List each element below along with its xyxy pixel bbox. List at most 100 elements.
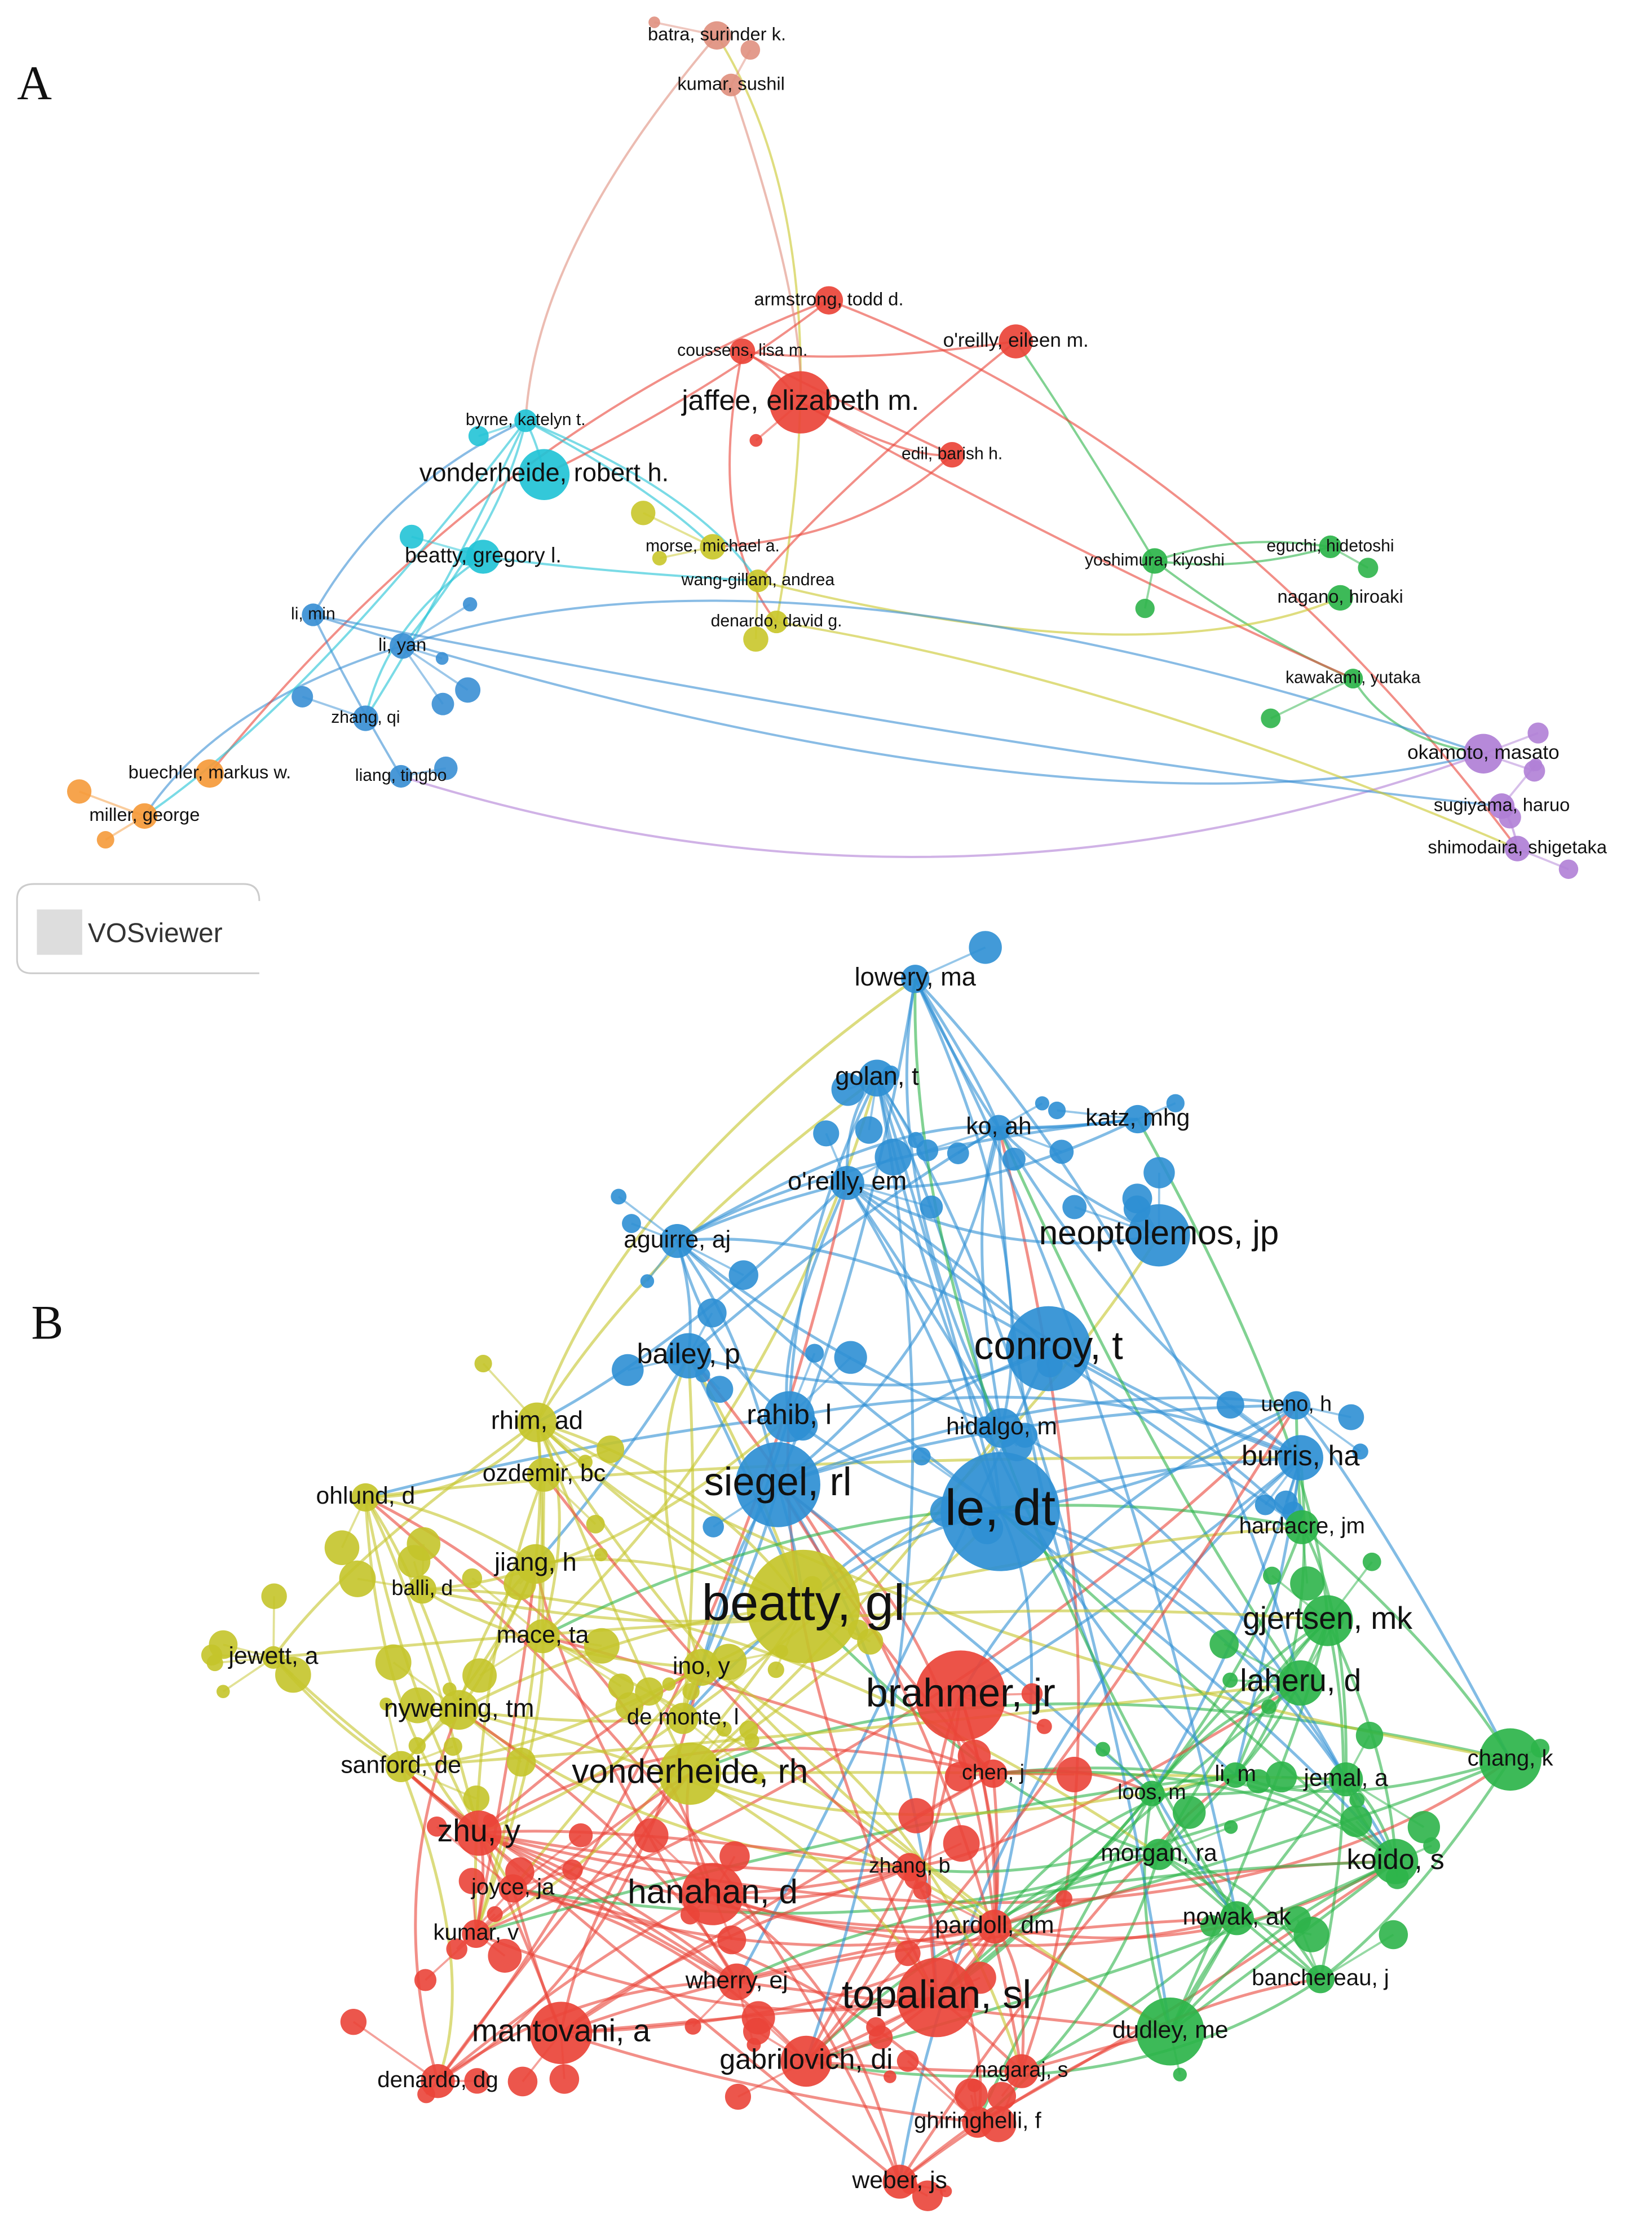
node [1172, 1796, 1206, 1829]
node [943, 1825, 980, 1862]
node-label: edil, barish h. [902, 445, 1002, 463]
edge [728, 351, 778, 623]
node [747, 569, 770, 593]
node-label: shimodaira, shigetaka [1428, 837, 1607, 858]
node [351, 1483, 380, 1512]
edge [542, 1634, 996, 1928]
node-label: jemal, a [1302, 1764, 1388, 1791]
node [896, 2050, 919, 2072]
node [379, 1697, 393, 1711]
node-label: mace, ta [497, 1621, 589, 1648]
node [1282, 1391, 1311, 1420]
node [769, 371, 832, 434]
edge [742, 340, 1016, 358]
node [517, 1402, 557, 1442]
node-label: rahib, l [747, 1399, 832, 1430]
edge [401, 420, 527, 647]
node [434, 756, 458, 780]
node [896, 1958, 977, 2038]
node-label: li, yan [378, 634, 426, 655]
node-label: neoptolemos, jp [1039, 1213, 1279, 1252]
node [1056, 1756, 1092, 1793]
node [1055, 1890, 1072, 1907]
node-label: hardacre, jm [1239, 1513, 1365, 1538]
edge [436, 1893, 714, 2083]
node-label: burris, ha [1242, 1440, 1360, 1472]
node [648, 16, 660, 28]
node [1285, 1510, 1319, 1544]
edge [400, 752, 1484, 859]
node-label: nowak, ak [1183, 1903, 1292, 1930]
edges [78, 21, 1569, 2197]
edge [544, 299, 830, 476]
node [1423, 1837, 1441, 1854]
node [868, 2025, 893, 2049]
node [728, 1260, 758, 1290]
node [291, 686, 313, 708]
node-label: li, min [291, 604, 335, 623]
node [1004, 2054, 1039, 2088]
node [1329, 1762, 1363, 1797]
node [455, 677, 481, 703]
node-label: vonderheide, rh [572, 1752, 808, 1790]
edge [1150, 1793, 1322, 1981]
node [912, 1447, 931, 1466]
node [830, 1165, 864, 1200]
edge [806, 2060, 1022, 2073]
node [302, 603, 325, 626]
node [488, 1939, 522, 1973]
node [659, 1742, 722, 1805]
edge [524, 34, 718, 421]
node [681, 1863, 744, 1925]
node [1355, 1721, 1384, 1749]
node-label: joyce, ja [471, 1874, 555, 1899]
node-label: nagano, hiroaki [1277, 586, 1403, 607]
node-label: jewett, a [228, 1642, 319, 1669]
node [1200, 1915, 1222, 1937]
node [1261, 708, 1281, 728]
node [324, 1530, 360, 1565]
node-label: yoshimura, kiyoshi [1085, 551, 1225, 569]
node [667, 1703, 699, 1734]
node [719, 1841, 750, 1872]
node [352, 705, 378, 731]
node-label: banchereau, j [1252, 1965, 1389, 1990]
node [390, 765, 413, 788]
edge [914, 978, 1014, 1429]
edge [1270, 677, 1354, 719]
edge [909, 1778, 1347, 1873]
node [1504, 836, 1530, 861]
node [1379, 1920, 1408, 1950]
node [464, 2068, 490, 2094]
edge [478, 1666, 703, 1835]
node [275, 1656, 311, 1693]
node [1306, 1965, 1335, 1994]
edge [999, 1117, 1138, 1129]
edge [312, 419, 527, 616]
edge [560, 2031, 978, 2124]
edge [913, 979, 1238, 1919]
node [375, 1644, 412, 1681]
node [527, 1457, 562, 1492]
node [608, 1673, 634, 1699]
watermark-text: VOSviewer [88, 918, 223, 948]
node [408, 1575, 437, 1604]
node-label: brahmer, jr [866, 1670, 1055, 1715]
node-label: kawakami, yutaka [1286, 669, 1421, 687]
node [1290, 1566, 1324, 1601]
edge [806, 1860, 1397, 2063]
node-label: nywening, tm [384, 1694, 534, 1722]
node [739, 1720, 758, 1740]
node [743, 2017, 771, 2045]
node [584, 1628, 620, 1664]
node [1338, 1404, 1364, 1430]
node [1352, 1443, 1368, 1460]
node [743, 626, 768, 652]
edge [914, 978, 1239, 1919]
node-label: aguirre, aj [624, 1226, 731, 1253]
node-label: ko, ah [966, 1112, 1031, 1139]
node [586, 1514, 605, 1534]
edge [777, 1483, 996, 1927]
edge [478, 1758, 1512, 1905]
edge [847, 1117, 1138, 1188]
